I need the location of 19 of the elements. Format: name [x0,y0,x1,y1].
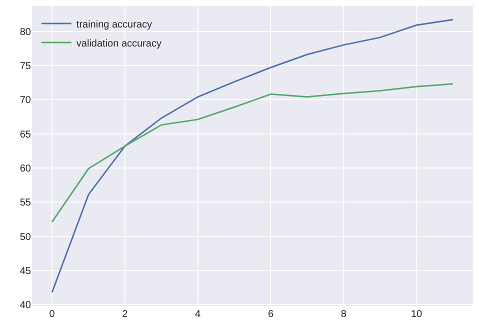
y-tick-label: 75 [20,60,32,72]
y-tick-label: 65 [20,129,32,140]
y-tick-label: 70 [20,95,32,106]
y-tick-label: 60 [20,163,32,174]
x-tick-label: 6 [268,309,274,320]
line-series [51,83,454,223]
x-tick-label: 2 [122,309,128,320]
x-tick-label: 8 [340,309,347,320]
y-tick-label: 40 [20,300,32,312]
legend-label: training accuracy [76,19,152,30]
y-tick-label: 45 [20,266,32,277]
y-tick-label: 80 [20,26,32,38]
x-tick-label: 10 [410,309,423,320]
legend-label: validation accuracy [76,38,162,50]
line-series [51,18,454,294]
x-tick-label: 0 [49,309,56,320]
x-tick-label: 4 [195,309,202,320]
y-tick-label: 50 [20,232,32,243]
y-tick-label: 55 [20,198,32,209]
